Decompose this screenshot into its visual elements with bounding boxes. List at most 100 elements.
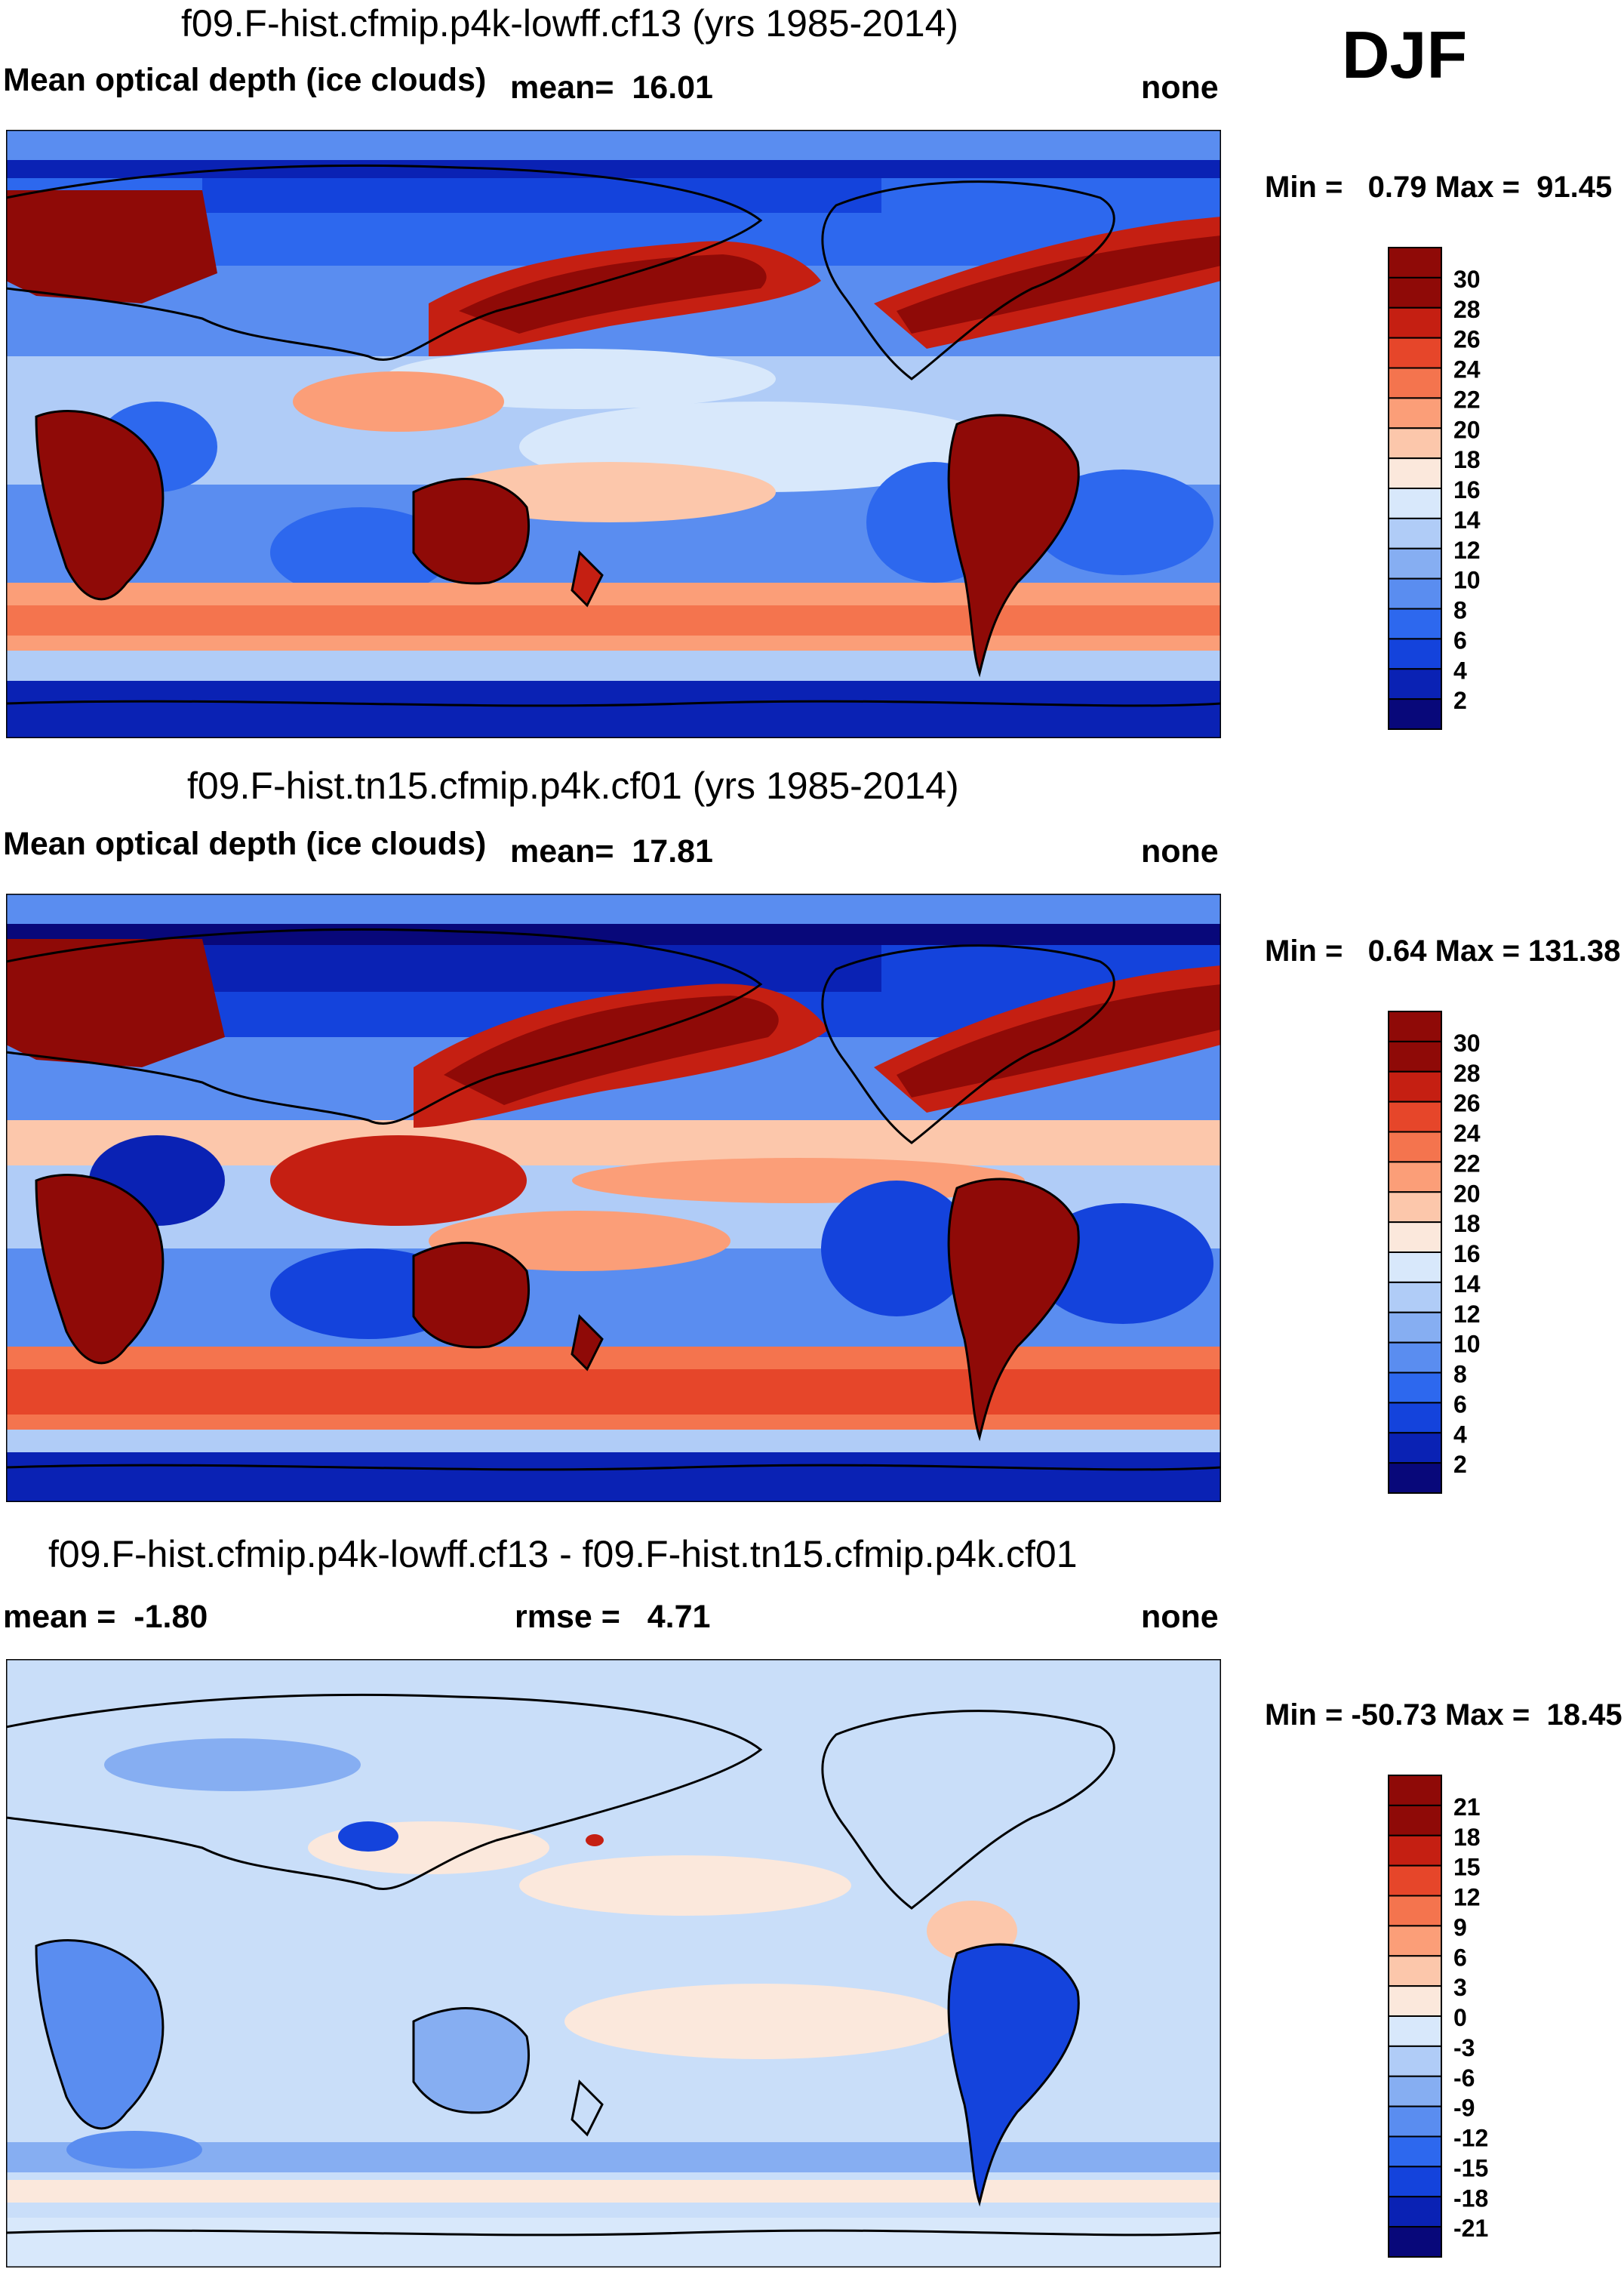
panel3-mean-label: mean = [3,1599,116,1635]
colorbar-bin [1388,488,1442,519]
panel1-title: f09.F-hist.cfmip.p4k-lowff.cf13 (yrs 198… [181,2,959,45]
panel3-map [6,1659,1221,2267]
colorbar-bin [1388,1432,1442,1464]
panel3-mean: mean = -1.80 [3,1599,208,1636]
colorbar-tick-label: 6 [1453,1390,1467,1418]
colorbar-tick-label: 22 [1453,1150,1481,1177]
colorbar-bin [1388,276,1442,309]
colorbar-tick-label: -12 [1453,2125,1488,2152]
colorbar-bin [1388,1070,1442,1103]
panel3-colorbar: 21 18 15 129 6 3 0 -3 -6 -9 -12-15 -18 -21 [1388,1775,1488,2258]
panel2-map [6,894,1221,1502]
colorbar-tick-label: 15 [1453,1854,1481,1881]
colorbar-bin [1388,638,1442,670]
colorbar-bin [1388,1040,1442,1073]
colorbar-bin [1388,1131,1442,1163]
colorbar-tick-label: 10 [1453,1331,1481,1358]
panel2-mean-value: 17.81 [632,833,713,870]
panel3-minmax: Min = -50.73 Max = 18.45 [1265,1698,1622,1732]
season-label: DJF [1342,17,1468,92]
colorbar-bin [1388,698,1442,730]
colorbar-tick-label: -15 [1453,2154,1488,2181]
colorbar-bin [1388,2226,1442,2258]
colorbar-bin [1388,1402,1442,1434]
colorbar-tick-label: 10 [1453,567,1481,594]
colorbar-bin [1388,1341,1442,1374]
colorbar-tick-label: 3 [1453,1974,1467,2001]
colorbar-tick-label: -21 [1453,2215,1488,2242]
colorbar-bin [1388,2135,1442,2168]
panel1-mean-label: mean= [510,69,614,106]
panel2-variable-label: Mean optical depth (ice clouds) [3,826,487,862]
colorbar-tick-label: 8 [1453,1361,1467,1388]
panel1-minmax: Min = 0.79 Max = 91.45 [1265,171,1613,204]
colorbar-bin [1388,306,1442,339]
colorbar-bin [1388,2075,1442,2107]
colorbar-tick-label: 0 [1453,2004,1467,2031]
colorbar-bin [1388,2196,1442,2228]
colorbar-bin [1388,1895,1442,1927]
panel3-rmse-value: 4.71 [647,1599,711,1635]
panel2-title: f09.F-hist.tn15.cfmip.p4k.cf01 (yrs 1985… [187,765,959,807]
colorbar-tick-label: 2 [1453,1451,1467,1478]
colorbar-tick-label: 16 [1453,1240,1481,1267]
colorbar-tick-label: 24 [1453,356,1481,383]
colorbar-bin [1388,1775,1442,1806]
colorbar-bin [1388,1925,1442,1957]
colorbar-bin [1388,1311,1442,1344]
colorbar-tick-label: 16 [1453,476,1481,503]
colorbar-tick-label: 4 [1453,1421,1467,1448]
colorbar-bin [1388,367,1442,399]
colorbar-bin [1388,608,1442,640]
colorbar-tick-label: 24 [1453,1120,1481,1147]
colorbar-bin [1388,247,1442,279]
colorbar-bin [1388,1834,1442,1867]
colorbar-bin [1388,547,1442,580]
colorbar-tick-label: 8 [1453,597,1467,624]
panel2-field [6,894,1221,1502]
colorbar-tick-label: -18 [1453,2184,1488,2212]
colorbar-bin [1388,1161,1442,1193]
colorbar-bin [1388,397,1442,429]
colorbar-tick-label: 6 [1453,626,1467,654]
colorbar-tick-label: 4 [1453,657,1467,684]
panel3-land [6,1693,1221,2237]
colorbar-tick-label: 26 [1453,1090,1481,1117]
colorbar-tick-label: 21 [1453,1793,1481,1821]
panel1-land [6,164,1221,707]
panel2-land [6,928,1221,1471]
colorbar-bin [1388,577,1442,610]
panel2-mean: mean= 17.81 [510,833,713,870]
colorbar-bin [1388,1101,1442,1133]
panel3-field [6,1659,1221,2267]
panel1-field [6,130,1221,738]
colorbar-tick-label: 12 [1453,537,1481,564]
colorbar-tick-label: 18 [1453,1210,1481,1237]
colorbar-bin [1388,1955,1442,1987]
colorbar-tick-label: -6 [1453,2064,1475,2092]
colorbar-tick-label: 28 [1453,296,1481,323]
colorbar-bin [1388,1281,1442,1313]
panel2-units: none [1141,833,1219,870]
colorbar-bin [1388,337,1442,369]
panel1-map [6,130,1221,738]
panel3-mean-value: -1.80 [134,1599,208,1635]
colorbar-tick-label: 22 [1453,386,1481,413]
colorbar-bin [1388,1864,1442,1897]
colorbar-tick-label: 12 [1453,1301,1481,1328]
colorbar-bin [1388,427,1442,460]
colorbar-tick-label: 26 [1453,326,1481,353]
colorbar-bin [1388,2045,1442,2077]
colorbar-bin [1388,457,1442,489]
panel3-units: none [1141,1599,1219,1635]
colorbar-tick-label: 14 [1453,506,1481,534]
colorbar-tick-label: 9 [1453,1913,1467,1941]
colorbar-bin [1388,517,1442,550]
colorbar-bin [1388,2166,1442,2198]
panel2-minmax: Min = 0.64 Max = 131.38 [1265,934,1621,968]
panel2-colorbar: 30 28 26 24 22 20 18 16 14 12 10 86 4 2 [1388,1011,1481,1494]
colorbar-bin [1388,1985,1442,2017]
colorbar-bin [1388,2015,1442,2047]
colorbar-tick-label: -3 [1453,2034,1475,2061]
colorbar-bin [1388,1372,1442,1404]
